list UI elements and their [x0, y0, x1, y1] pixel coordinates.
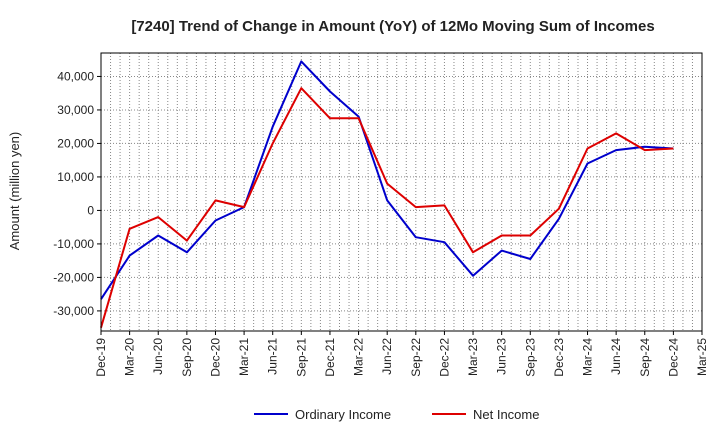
legend: Ordinary Income Net Income [254, 407, 539, 422]
y-tick-label: -30,000 [53, 304, 94, 318]
y-tick-label: 40,000 [57, 69, 94, 83]
x-tick-label: Sep-22 [409, 338, 423, 377]
y-tick-label: 30,000 [57, 103, 94, 117]
x-tick-label: Mar-22 [352, 338, 366, 376]
x-tick-label: Sep-23 [523, 338, 537, 377]
x-tick-label: Jun-22 [380, 338, 394, 375]
x-tick-label: Jun-23 [495, 338, 509, 375]
x-tick-label: Jun-20 [151, 338, 165, 375]
plot-area-frame [100, 52, 703, 332]
legend-label-ordinary-income: Ordinary Income [295, 407, 391, 422]
x-tick-label: Mar-21 [237, 338, 251, 376]
x-tick-label: Sep-24 [638, 338, 652, 377]
series-line-ordinary-income [100, 60, 674, 300]
x-tick-label: Mar-23 [466, 338, 480, 376]
y-tick-labels: -30,000 -20,000 -10,000 0 10,000 20,000 30,000… [53, 69, 101, 318]
x-tick-label: Jun-24 [609, 338, 623, 375]
grid [100, 53, 703, 331]
x-tick-label: Mar-25 [695, 338, 709, 376]
x-tick-label: Dec-20 [208, 338, 222, 377]
x-tick-label: Dec-19 [94, 338, 108, 377]
x-tick-label: Dec-22 [437, 338, 451, 377]
series-line-net-income [100, 87, 674, 328]
legend-label-net-income: Net Income [473, 407, 539, 422]
x-tick-label: Sep-21 [294, 338, 308, 377]
x-tick-label: Jun-21 [266, 338, 280, 375]
x-tick-label: Dec-24 [666, 338, 680, 377]
x-tick-label: Dec-21 [323, 338, 337, 377]
y-tick-label: 0 [87, 203, 94, 217]
y-tick-label: 10,000 [57, 170, 94, 184]
chart-title: [7240] Trend of Change in Amount (YoY) o… [131, 18, 654, 35]
series-lines [100, 60, 674, 328]
x-tick-label: Sep-20 [180, 338, 194, 377]
y-tick-label: -20,000 [53, 270, 94, 284]
x-tick-labels: Dec-19 Mar-20 Jun-20 Sep-20 Dec-20 Mar-21 Jun-… [94, 331, 709, 377]
x-tick-label: Mar-24 [581, 338, 595, 376]
y-tick-label: 20,000 [57, 136, 94, 150]
x-tick-label: Mar-20 [123, 338, 137, 376]
x-tick-label: Dec-23 [552, 338, 566, 377]
y-axis-title: Amount (million yen) [7, 132, 22, 251]
y-tick-label: -10,000 [53, 237, 94, 251]
